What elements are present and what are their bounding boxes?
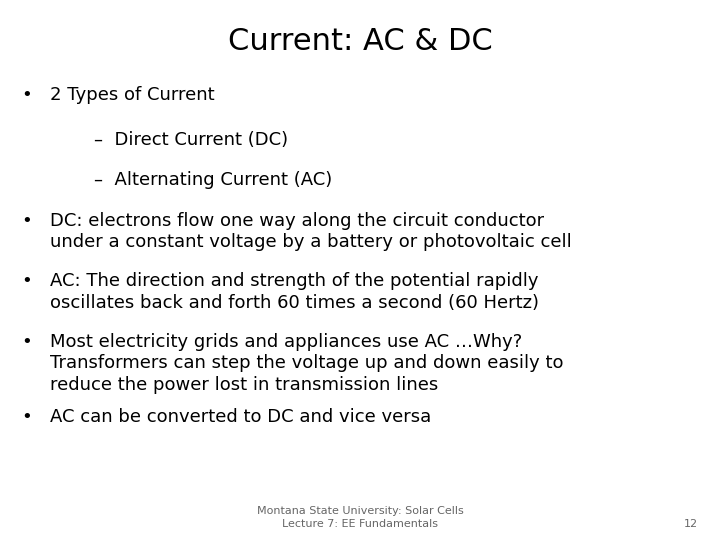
Text: •: • [22, 333, 32, 350]
Text: AC can be converted to DC and vice versa: AC can be converted to DC and vice versa [50, 408, 432, 426]
Text: Current: AC & DC: Current: AC & DC [228, 27, 492, 56]
Text: Montana State University: Solar Cells
Lecture 7: EE Fundamentals: Montana State University: Solar Cells Le… [256, 506, 464, 529]
Text: AC: The direction and strength of the potential rapidly
oscillates back and fort: AC: The direction and strength of the po… [50, 272, 539, 312]
Text: –  Alternating Current (AC): – Alternating Current (AC) [94, 171, 332, 189]
Text: •: • [22, 86, 32, 104]
Text: 2 Types of Current: 2 Types of Current [50, 86, 215, 104]
Text: –  Direct Current (DC): – Direct Current (DC) [94, 131, 288, 149]
Text: •: • [22, 272, 32, 290]
Text: DC: electrons flow one way along the circuit conductor
under a constant voltage : DC: electrons flow one way along the cir… [50, 212, 572, 251]
Text: •: • [22, 212, 32, 230]
Text: Most electricity grids and appliances use AC …Why?
Transformers can step the vol: Most electricity grids and appliances us… [50, 333, 564, 394]
Text: •: • [22, 408, 32, 426]
Text: 12: 12 [684, 519, 698, 529]
